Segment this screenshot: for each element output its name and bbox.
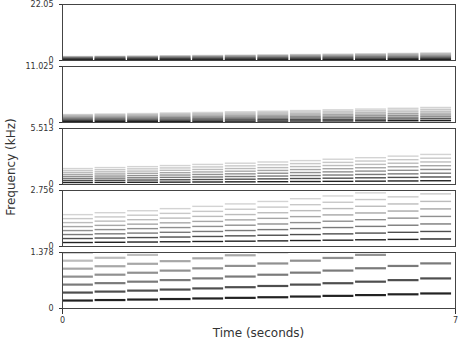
svg-text:0: 0 — [48, 304, 53, 313]
svg-text:0: 0 — [60, 316, 65, 324]
svg-text:1.378: 1.378 — [31, 248, 54, 257]
svg-text:5.513: 5.513 — [31, 124, 54, 133]
svg-text:22.05: 22.05 — [31, 0, 54, 9]
html-text:Time (seconds): Time (seconds) — [212, 326, 305, 340]
svg-text:2.756: 2.756 — [31, 186, 54, 195]
svg-text:7: 7 — [453, 316, 458, 324]
html-text:Frequency (kHz): Frequency (kHz) — [4, 118, 18, 216]
svg-text:11.025: 11.025 — [26, 62, 54, 71]
